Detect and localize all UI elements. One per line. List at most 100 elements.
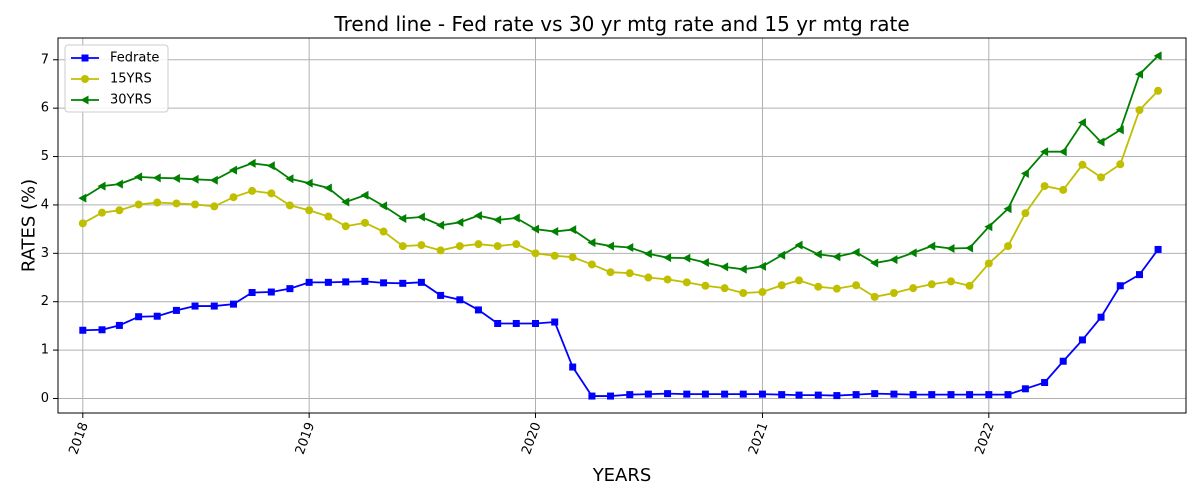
data-point: [794, 240, 803, 250]
y-tick-label: 1: [41, 343, 49, 358]
legend-item-15yrs: 15YRS: [71, 72, 152, 87]
data-point: [360, 218, 369, 227]
data-point: [738, 264, 747, 274]
data-point: [1154, 86, 1163, 95]
data-point: [436, 220, 445, 230]
data-point: [286, 285, 294, 293]
data-point: [266, 161, 275, 171]
data-point: [813, 249, 822, 259]
data-point: [1021, 385, 1029, 393]
data-point: [380, 279, 388, 287]
data-point: [587, 260, 596, 269]
data-point: [682, 253, 691, 263]
data-point: [153, 312, 161, 320]
data-point: [1040, 182, 1049, 191]
data-point: [721, 390, 729, 398]
data-point: [530, 224, 539, 234]
data-point: [1078, 160, 1087, 169]
data-point: [172, 306, 180, 314]
plot-frame: [57, 37, 1187, 414]
data-point: [171, 173, 180, 183]
data-point: [757, 261, 766, 271]
data-point: [663, 275, 672, 284]
data-point: [984, 222, 993, 232]
data-point: [493, 242, 502, 251]
y-axis-title: RATES (%): [19, 179, 40, 272]
data-point: [625, 269, 634, 278]
data-point: [777, 250, 786, 260]
series-30yrs: [78, 51, 1162, 274]
data-point: [115, 321, 123, 329]
data-point: [984, 259, 993, 268]
y-tick-label: 2: [41, 294, 49, 309]
data-point: [248, 289, 256, 297]
data-point: [683, 390, 691, 398]
data-point: [379, 201, 388, 211]
legend-marker: [81, 75, 89, 83]
data-point: [607, 392, 615, 400]
data-point: [324, 278, 332, 286]
data-point: [1096, 137, 1105, 147]
data-point: [1041, 379, 1049, 387]
data-point: [966, 391, 974, 399]
y-tick-label: 6: [41, 101, 49, 116]
data-point: [909, 391, 917, 399]
legend-item-30yrs: 30YRS: [71, 93, 152, 108]
data-point: [248, 186, 257, 195]
data-point: [134, 172, 143, 182]
data-point: [456, 296, 464, 304]
data-point: [1077, 118, 1086, 128]
data-point: [643, 249, 652, 259]
data-point: [190, 174, 199, 184]
data-point: [1153, 51, 1162, 61]
data-point: [701, 281, 710, 290]
data-point: [135, 313, 143, 321]
data-point: [341, 222, 350, 231]
data-point: [1059, 357, 1067, 365]
data-point: [1116, 160, 1125, 169]
data-point: [114, 179, 123, 189]
data-point: [152, 173, 161, 183]
data-point: [626, 391, 634, 399]
data-point: [965, 281, 974, 290]
y-tick-label: 7: [41, 52, 49, 67]
data-point: [832, 284, 841, 293]
data-point: [324, 212, 333, 221]
data-point: [777, 281, 786, 290]
data-point: [172, 199, 181, 208]
data-point: [927, 280, 936, 289]
data-point: [946, 243, 955, 253]
x-tick-label: 2022: [972, 420, 997, 456]
data-point: [889, 289, 898, 297]
x-tick-label: 2020: [519, 420, 544, 456]
data-point: [1116, 282, 1124, 290]
data-point: [1020, 168, 1029, 178]
data-point: [927, 241, 936, 251]
data-point: [852, 391, 860, 399]
data-point: [851, 247, 860, 257]
data-point: [947, 391, 955, 399]
data-point: [247, 158, 256, 168]
data-point: [1097, 313, 1105, 321]
data-point: [870, 258, 879, 268]
series-line-15yrs: [82, 90, 1159, 298]
series-fedrate: [79, 245, 1162, 400]
data-point: [229, 300, 237, 308]
data-point: [758, 288, 767, 297]
data-point: [889, 255, 898, 265]
y-tick-label: 4: [41, 197, 49, 212]
data-point: [1097, 173, 1106, 182]
legend-marker: [80, 95, 89, 105]
data-point: [890, 390, 898, 398]
data-point: [909, 284, 918, 293]
data-point: [323, 183, 332, 193]
data-point: [928, 391, 936, 399]
chart-title: Trend line - Fed rate vs 30 yr mtg rate …: [333, 12, 909, 36]
data-point: [1003, 204, 1012, 214]
data-point: [1004, 242, 1013, 251]
data-point: [663, 253, 672, 263]
data-point: [474, 240, 483, 249]
data-point: [304, 178, 313, 188]
data-point: [832, 252, 841, 262]
